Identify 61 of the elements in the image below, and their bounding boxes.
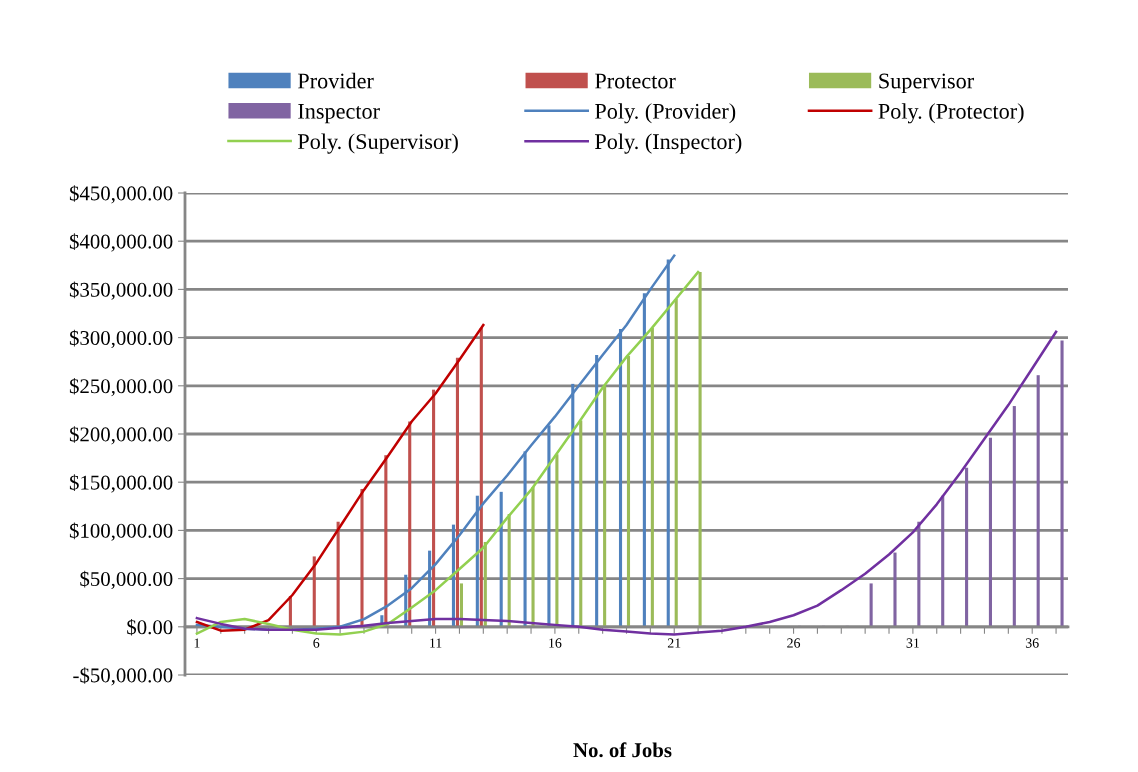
bar	[360, 488, 364, 627]
bar	[1060, 340, 1064, 627]
bar	[642, 293, 646, 627]
y-tick-label: $100,000.00	[69, 522, 173, 541]
y-tick-label: $400,000.00	[69, 233, 173, 252]
y-tick-label: $250,000.00	[69, 377, 173, 397]
bar	[579, 420, 583, 627]
bar	[499, 491, 503, 627]
y-tick-label: $350,000.00	[69, 281, 173, 300]
bar	[1036, 375, 1040, 627]
bar	[479, 327, 483, 627]
bar	[917, 521, 921, 627]
legend-label: Poly. (Provider)	[595, 103, 736, 124]
bar	[666, 259, 670, 627]
y-tick-label: $50,000.00	[80, 570, 173, 590]
bar	[432, 389, 436, 627]
bar	[869, 583, 873, 627]
bar	[603, 385, 607, 627]
bar	[674, 299, 678, 627]
bar	[555, 454, 559, 627]
x-tick-label: 1	[194, 638, 200, 648]
bar	[507, 514, 511, 627]
y-tick-label: -$50,000.00	[73, 667, 173, 686]
y-tick-label: $0.00	[127, 618, 173, 636]
bar	[893, 552, 897, 627]
bar	[595, 354, 599, 627]
bar	[988, 437, 992, 627]
bar	[408, 421, 412, 627]
legend-label: Poly. (Protector)	[878, 103, 1024, 124]
y-tick-label: $450,000.00	[69, 185, 173, 204]
legend-label: Poly. (Supervisor)	[297, 133, 458, 154]
x-tick-label: 6	[313, 638, 320, 648]
legend-label: Protector	[595, 73, 676, 89]
bar	[571, 383, 575, 627]
bar	[941, 495, 945, 627]
bar	[531, 487, 535, 627]
bar	[650, 327, 654, 627]
line-series	[195, 330, 1058, 636]
line-series	[195, 323, 485, 632]
bar	[1012, 406, 1016, 627]
bar	[965, 467, 969, 627]
legend-label: Inspector	[298, 104, 380, 124]
bar	[455, 357, 459, 627]
x-tick-label: 16	[549, 638, 562, 648]
legend-label: Provider	[297, 72, 374, 89]
x-tick-label: 11	[430, 638, 442, 648]
legend-label: Poly. (Inspector)	[595, 133, 742, 154]
y-tick-label: $150,000.00	[69, 474, 173, 493]
x-axis-title: No. of Jobs	[573, 742, 672, 758]
x-tick-label: 31	[906, 638, 919, 648]
y-tick-label: $200,000.00	[69, 426, 173, 445]
bar	[336, 521, 340, 627]
x-tick-label: 36	[1025, 638, 1039, 648]
bar	[626, 355, 631, 627]
x-tick-label: 21	[667, 638, 681, 648]
bar	[523, 451, 527, 627]
x-tick-label: 26	[787, 638, 801, 648]
bar	[618, 328, 623, 627]
bar	[698, 272, 702, 627]
y-tick-label: $300,000.00	[69, 329, 173, 349]
legend-label: Supervisor	[879, 73, 974, 94]
